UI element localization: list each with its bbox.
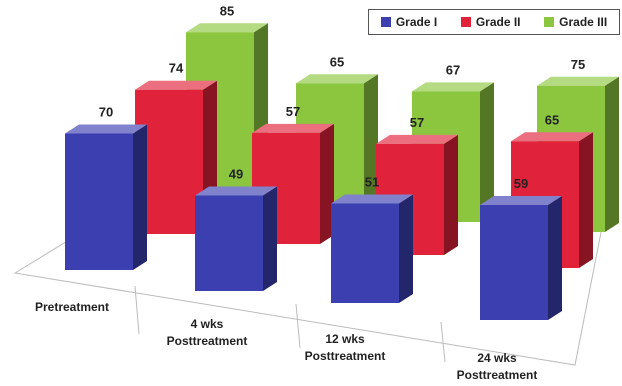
value-label: 75 [571,57,585,72]
legend-swatch [460,17,471,27]
value-label: 49 [229,166,243,181]
bar-side-face [444,134,458,255]
value-label: 67 [446,62,460,77]
bar-front-face [195,195,263,291]
bar-grade-i-2 [195,186,277,291]
value-label: 59 [514,176,528,191]
bar-side-face [263,186,277,291]
bar-top-face [296,74,378,84]
bar-front-face [135,89,203,234]
bars [65,23,619,320]
category-label: 24 wks Posttreatment [457,351,538,382]
value-label: 65 [545,112,559,127]
bar-side-face [133,124,147,270]
category-label: Pretreatment [35,300,109,314]
value-labels: 85 65 67 75 74 57 57 65 70 49 51 59 [99,3,585,191]
value-label: 74 [169,61,184,76]
category-divider [134,285,140,335]
bar-top-face [135,80,217,90]
bar-side-face [579,132,593,268]
legend-label: Grade II [475,15,521,29]
category-divider [295,303,301,349]
bar-top-face [537,76,619,86]
bar-top-face [412,82,494,92]
category-divider [440,321,446,363]
bar-side-face [605,76,619,232]
bar-side-face [399,194,413,303]
bar-front-face [480,204,548,320]
bar-top-face [331,194,413,204]
legend-label: Grade I [395,15,438,29]
bar-side-face [548,195,562,320]
bar-top-face [65,124,147,134]
bar-top-face [480,195,562,205]
bar-side-face [480,82,494,222]
bar-top-face [252,123,334,133]
category-label: 12 wks Posttreatment [305,332,386,363]
value-label: 70 [99,105,113,120]
legend-item-grade-iii: Grade III [544,15,607,29]
value-label: 85 [220,3,234,18]
value-label: 57 [410,115,424,130]
legend-swatch [380,17,391,27]
legend-item-grade-i: Grade I [380,15,438,29]
legend-item-grade-ii: Grade II [460,15,521,29]
bar-top-face [511,132,593,142]
value-label: 65 [330,54,344,69]
legend: Grade I Grade II Grade III [368,9,620,35]
value-label: 57 [286,104,300,119]
bar-top-face [195,186,277,196]
bar-grade-i-3 [331,194,413,303]
value-label: 51 [365,175,379,190]
bar-grade-i-4 [480,195,562,320]
bar-front-face [65,133,133,270]
category-labels: Pretreatment 4 wks Posttreatment 12 wks Post… [35,300,537,382]
category-label: 4 wks Posttreatment [167,317,248,348]
bar-top-face [376,134,458,144]
legend-swatch [544,17,555,27]
bar-grade-i-1 [65,124,147,270]
bar-top-face [186,23,268,33]
bar-side-face [364,74,378,210]
bar-front-face [331,203,399,303]
legend-label: Grade III [559,15,608,29]
bar-side-face [320,123,334,244]
